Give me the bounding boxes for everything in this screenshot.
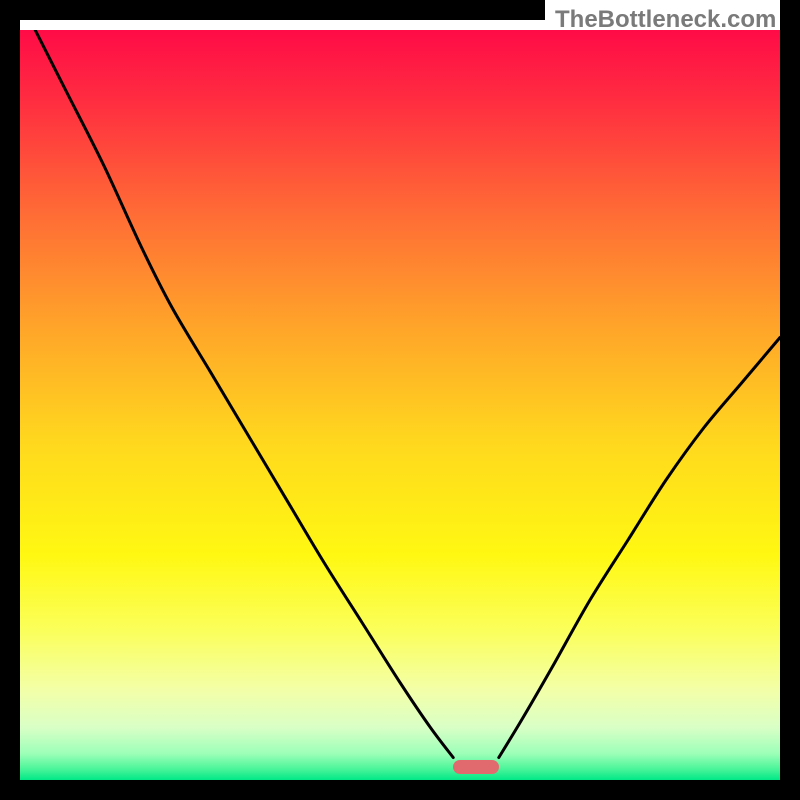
frame-top: [0, 0, 545, 20]
trough-marker: [453, 760, 499, 774]
bottleneck-curve: [20, 30, 780, 780]
chart-container: TheBottleneck.com: [0, 0, 800, 800]
frame-bottom: [0, 780, 800, 800]
frame-right: [780, 0, 800, 800]
curve-left-branch: [35, 30, 453, 758]
frame-left: [0, 0, 20, 800]
curve-right-branch: [499, 338, 780, 758]
plot-area: [20, 30, 780, 780]
